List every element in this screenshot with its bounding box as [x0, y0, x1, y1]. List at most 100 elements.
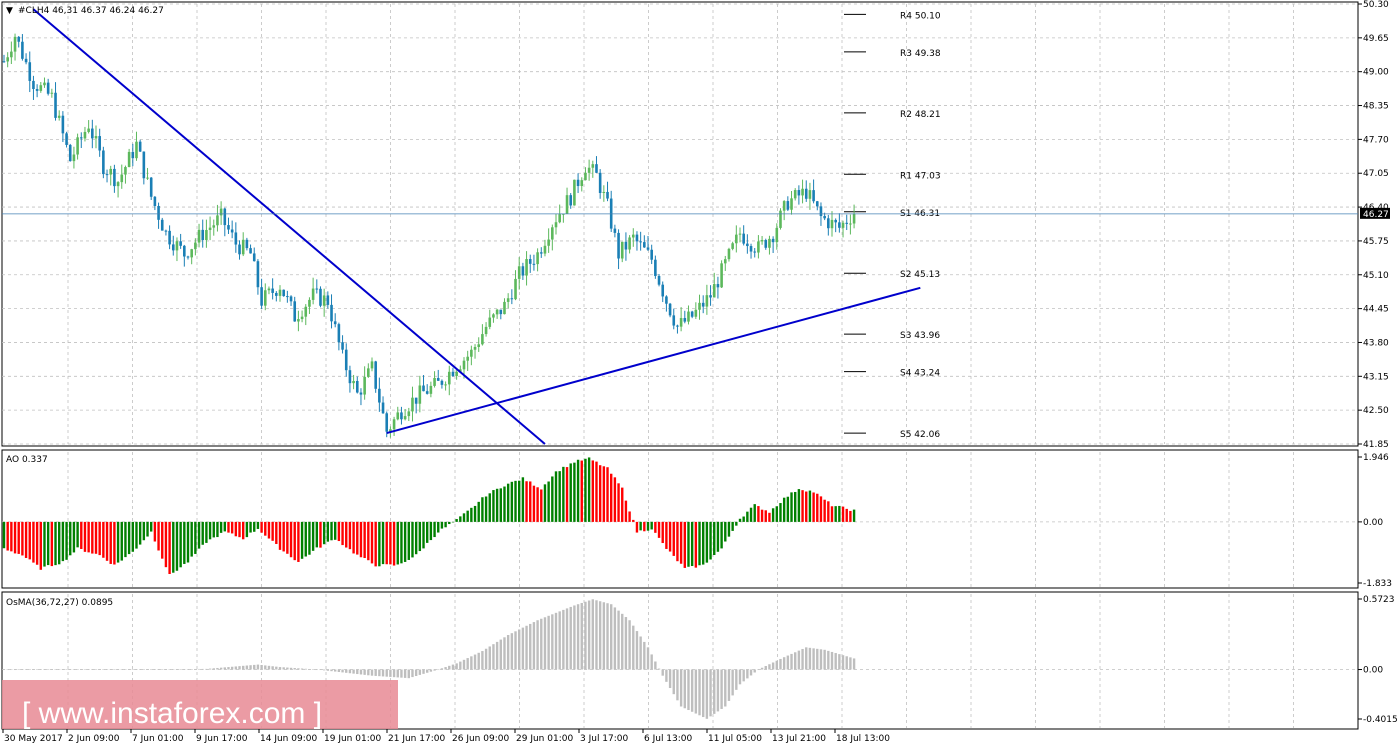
- candle-body: [834, 219, 837, 223]
- osma-bar: [547, 615, 550, 670]
- osma-histogram: [2, 599, 856, 719]
- candle-body: [186, 256, 190, 258]
- osma-bar: [403, 669, 407, 678]
- candle-body: [39, 85, 43, 91]
- ao-bar: [628, 511, 631, 522]
- candle-body: [308, 299, 311, 307]
- candle-body: [679, 318, 683, 327]
- candle-body: [602, 191, 606, 193]
- candle-body: [275, 292, 278, 296]
- osma-bar: [459, 661, 462, 670]
- osma-bar: [46, 669, 50, 670]
- ao-bar: [694, 521, 698, 568]
- candle-body: [94, 136, 98, 139]
- ao-bar: [378, 521, 381, 567]
- ao-bar: [175, 521, 179, 571]
- ao-bar: [760, 509, 764, 522]
- osma-bar: [731, 669, 734, 696]
- osma-bar: [286, 667, 289, 670]
- current-price-marker: [1360, 207, 1390, 219]
- candle-body: [554, 222, 558, 228]
- osma-bar: [271, 666, 274, 670]
- ao-bar: [216, 521, 219, 538]
- ao-bar: [690, 521, 694, 567]
- ao-bar: [153, 521, 157, 542]
- osma-bar: [672, 669, 675, 695]
- candle-body: [212, 225, 216, 228]
- candle-body: [348, 370, 352, 384]
- candle-body: [433, 378, 436, 386]
- ao-bar: [426, 521, 429, 543]
- ao-bar: [621, 487, 624, 522]
- ao-bar: [510, 481, 514, 522]
- ao-bar: [102, 521, 105, 558]
- candle-body: [488, 317, 492, 327]
- osma-bar: [76, 669, 79, 670]
- osma-bar: [161, 669, 164, 670]
- ao-bar: [794, 491, 797, 522]
- ao-bar: [444, 521, 447, 528]
- ao-bar: [757, 506, 760, 522]
- candle-body: [643, 242, 646, 248]
- osma-bar: [326, 669, 330, 671]
- menu-triangle-icon[interactable]: ▼: [6, 6, 13, 16]
- candle-body: [83, 131, 87, 139]
- candle-body: [819, 206, 823, 217]
- ao-bar: [87, 521, 90, 553]
- osma-bar: [322, 669, 326, 671]
- ao-bar: [451, 521, 455, 523]
- ao-bar: [665, 521, 668, 549]
- trendline-ascending[interactable]: [386, 286, 921, 435]
- ao-bar: [661, 521, 664, 544]
- ao-bar: [146, 521, 149, 537]
- x-tick-label: 11 Jul 05:00: [708, 734, 762, 744]
- osma-bar: [24, 669, 28, 670]
- osma-bar: [595, 600, 598, 670]
- ao-bar: [113, 521, 116, 565]
- ao-bar: [219, 521, 223, 533]
- candle-body: [116, 182, 120, 187]
- candle-body: [168, 230, 171, 245]
- osma-bar: [197, 668, 201, 670]
- osma-bar: [150, 669, 153, 670]
- ao-bar: [337, 521, 341, 542]
- osma-bar: [760, 667, 764, 670]
- ao-bar: [643, 521, 646, 532]
- candle-body: [131, 151, 135, 159]
- candle-body: [635, 234, 639, 242]
- candle-body: [731, 243, 734, 249]
- ao-bar: [705, 521, 709, 563]
- price-y-tick-label: 47.05: [1363, 169, 1389, 179]
- ao-bar: [422, 521, 425, 549]
- candle-body: [580, 180, 584, 187]
- candle-body: [709, 295, 712, 298]
- ao-bar: [197, 521, 201, 549]
- candle-body: [569, 195, 573, 206]
- candle-body: [142, 151, 146, 179]
- candle-body: [311, 288, 315, 300]
- osma-bar: [834, 653, 837, 670]
- ao-bar: [127, 521, 131, 555]
- ao-bar: [179, 521, 182, 568]
- candle-body: [286, 296, 289, 298]
- ao-bar: [687, 521, 690, 567]
- ao-bar: [131, 521, 134, 552]
- osma-bar: [43, 669, 46, 670]
- osma-bar: [716, 669, 720, 712]
- ao-bar: [727, 521, 731, 537]
- candle-body: [775, 227, 779, 243]
- trendline-descending[interactable]: [32, 8, 546, 445]
- osma-bar: [223, 667, 226, 670]
- candle-body: [790, 198, 793, 210]
- osma-bar: [643, 641, 646, 670]
- osma-bar: [337, 669, 341, 672]
- candle-body: [849, 223, 852, 225]
- candle-body: [812, 190, 815, 202]
- osma-bar: [584, 601, 587, 670]
- osma-bar: [58, 669, 61, 670]
- ao-bar: [503, 486, 506, 522]
- osma-bar: [378, 669, 381, 677]
- ao-bar: [61, 521, 65, 562]
- candle-body: [852, 214, 856, 224]
